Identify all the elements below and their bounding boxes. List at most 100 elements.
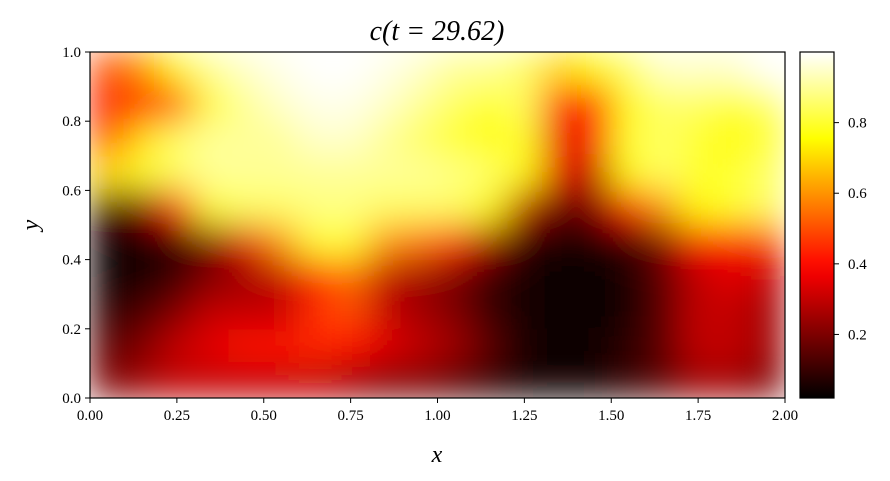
x-tick-label: 0.25: [164, 408, 190, 424]
heatmap-cell: [367, 293, 404, 330]
heatmap-cell: [680, 328, 716, 364]
heatmap-cell: [298, 362, 334, 398]
heatmap-cell: [749, 293, 785, 330]
heatmap-cell: [576, 155, 612, 191]
heatmap-cell: [402, 52, 438, 88]
heatmap-cell: [402, 224, 438, 261]
heatmap-cell: [402, 362, 438, 398]
heatmap-cell: [749, 362, 785, 398]
heatmap-cell: [332, 189, 369, 226]
heatmap-cell: [228, 259, 265, 295]
heatmap-cell: [541, 259, 577, 295]
colorbar-tick-label: 0.4: [848, 257, 867, 273]
heatmap-cell: [541, 189, 577, 226]
heatmap-cell: [124, 120, 160, 157]
heatmap-cell: [749, 155, 785, 191]
heatmap-cell: [541, 52, 577, 88]
heatmap-cell: [610, 155, 647, 191]
heatmap-cell: [159, 155, 195, 191]
heatmap-cell: [437, 120, 473, 157]
heatmap-cell: [193, 86, 230, 122]
heatmap-cell: [749, 224, 785, 261]
x-tick-label: 1.75: [685, 408, 711, 424]
heatmap-cell: [437, 155, 473, 191]
heatmap-cell: [402, 328, 438, 364]
heatmap-cell: [402, 293, 438, 330]
heatmap-cell: [367, 86, 404, 122]
y-axis-label: y: [18, 219, 44, 232]
heatmap-cell: [124, 328, 160, 364]
heatmap-cell: [263, 189, 299, 226]
heatmap-cell: [471, 328, 508, 364]
heatmap-cell: [715, 224, 751, 261]
heatmap-cell: [367, 155, 404, 191]
heatmap-cell: [402, 259, 438, 295]
heatmap-cell: [610, 293, 647, 330]
heatmap-cell: [715, 52, 751, 88]
heatmap-cell: [506, 86, 543, 122]
heatmap-cell: [576, 120, 612, 157]
heatmap-cell: [332, 362, 369, 398]
heatmap-cell: [332, 86, 369, 122]
heatmap-cell: [610, 120, 647, 157]
heatmap-cell: [159, 362, 195, 398]
heatmap-cell: [124, 259, 160, 295]
heatmap-cell: [228, 362, 265, 398]
x-tick-label: 0.00: [77, 408, 103, 424]
heatmap-cell: [610, 259, 647, 295]
heatmap-cell: [193, 328, 230, 364]
heatmap-cell: [680, 259, 716, 295]
heatmap-cell: [645, 155, 682, 191]
x-tick-label: 0.75: [338, 408, 364, 424]
heatmap-cell: [715, 120, 751, 157]
heatmap-cell: [541, 293, 577, 330]
heatmap-cell: [367, 120, 404, 157]
heatmap-cell: [576, 293, 612, 330]
heatmap-cell: [228, 120, 265, 157]
heatmap-cell: [298, 328, 334, 364]
heatmap-cell: [228, 293, 265, 330]
heatmap-cell: [471, 259, 508, 295]
heatmap-cell: [541, 86, 577, 122]
heatmap-cell: [610, 362, 647, 398]
heatmap-cell: [90, 259, 126, 295]
heatmap-cell: [332, 328, 369, 364]
heatmap-cell: [298, 155, 334, 191]
heatmap-cell: [367, 362, 404, 398]
heatmap-cell: [193, 224, 230, 261]
heatmap-cell: [228, 155, 265, 191]
heatmap-cell: [749, 52, 785, 88]
heatmap-cell: [332, 52, 369, 88]
heatmap-cell: [193, 155, 230, 191]
heatmap-cell: [471, 52, 508, 88]
heatmap-cell: [437, 224, 473, 261]
heatmap-cell: [749, 328, 785, 364]
heatmap-cell: [680, 86, 716, 122]
heatmap-cell: [402, 189, 438, 226]
colorbar-tick-label: 0.2: [848, 327, 867, 343]
heatmap-cell: [159, 86, 195, 122]
heatmap-cell: [576, 362, 612, 398]
heatmap-cell: [506, 120, 543, 157]
heatmap-cell: [263, 293, 299, 330]
heatmap-cell: [90, 328, 126, 364]
heatmap-cell: [437, 362, 473, 398]
heatmap-cell: [90, 120, 126, 157]
heatmap-cell: [263, 328, 299, 364]
heatmap-cell: [124, 52, 160, 88]
heatmap-cell: [159, 52, 195, 88]
heatmap-cell: [332, 120, 369, 157]
heatmap-cell: [506, 362, 543, 398]
heatmap-cell: [159, 189, 195, 226]
heatmap-cell: [298, 259, 334, 295]
heatmap-cell: [715, 362, 751, 398]
heatmap-cell: [402, 155, 438, 191]
y-tick-label: 0.6: [62, 183, 81, 199]
heatmap-cell: [680, 155, 716, 191]
heatmap-cell: [90, 52, 126, 88]
heatmap-cell: [680, 189, 716, 226]
heatmap-cell: [332, 293, 369, 330]
heatmap-cell: [680, 120, 716, 157]
heatmap-cell: [263, 120, 299, 157]
heatmap-cell: [506, 259, 543, 295]
